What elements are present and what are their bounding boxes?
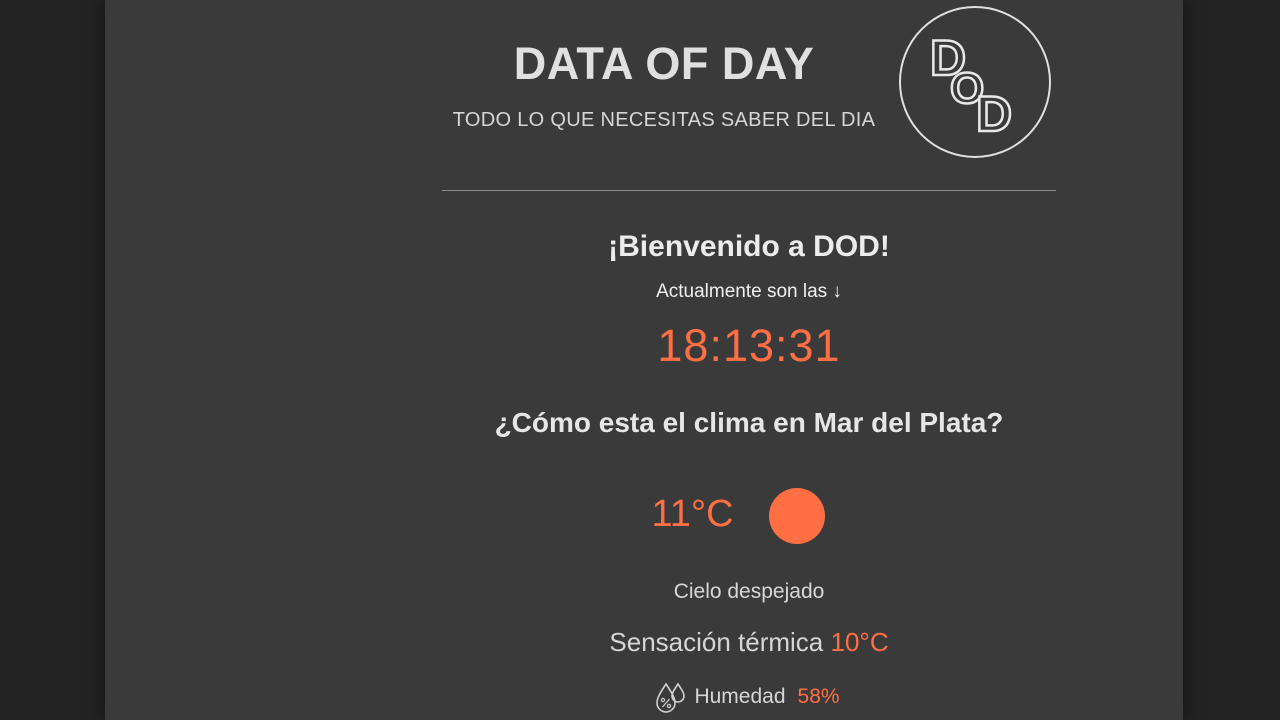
site-title: DATA OF DAY <box>513 38 815 89</box>
temperature-value: 11°C <box>651 493 734 535</box>
humidity-drop-icon <box>656 682 686 713</box>
site-subtitle: TODO LO QUE NECESITAS SABER DEL DIA <box>452 109 876 131</box>
current-time-label: Actualmente son las ↓ <box>656 281 842 302</box>
dod-logo: D O D <box>899 6 1051 158</box>
feels-like-label: Sensación térmica <box>609 627 824 657</box>
logo-letter-o: O <box>950 64 984 113</box>
humidity-row: Humedad 58% <box>105 680 1280 714</box>
header-divider <box>442 190 1056 191</box>
page-container: DATA OF DAY TODO LO QUE NECESITAS SABER … <box>105 0 1183 720</box>
sun-icon <box>769 488 825 544</box>
logo-letter-d2: D <box>976 86 1012 142</box>
weather-description: Cielo despejado <box>673 580 825 603</box>
current-time-clock: 18:13:31 <box>657 320 841 371</box>
humidity-label: Humedad <box>694 685 786 708</box>
welcome-heading: ¡Bienvenido a DOD! <box>608 230 890 263</box>
feels-like: Sensación térmica 10°C <box>105 627 1280 658</box>
feels-like-value: 10°C <box>830 627 889 657</box>
humidity-value: 58% <box>797 685 840 708</box>
logo-letter-d1: D <box>930 30 966 86</box>
weather-question: ¿Cómo esta el clima en Mar del Plata? <box>494 407 1004 438</box>
